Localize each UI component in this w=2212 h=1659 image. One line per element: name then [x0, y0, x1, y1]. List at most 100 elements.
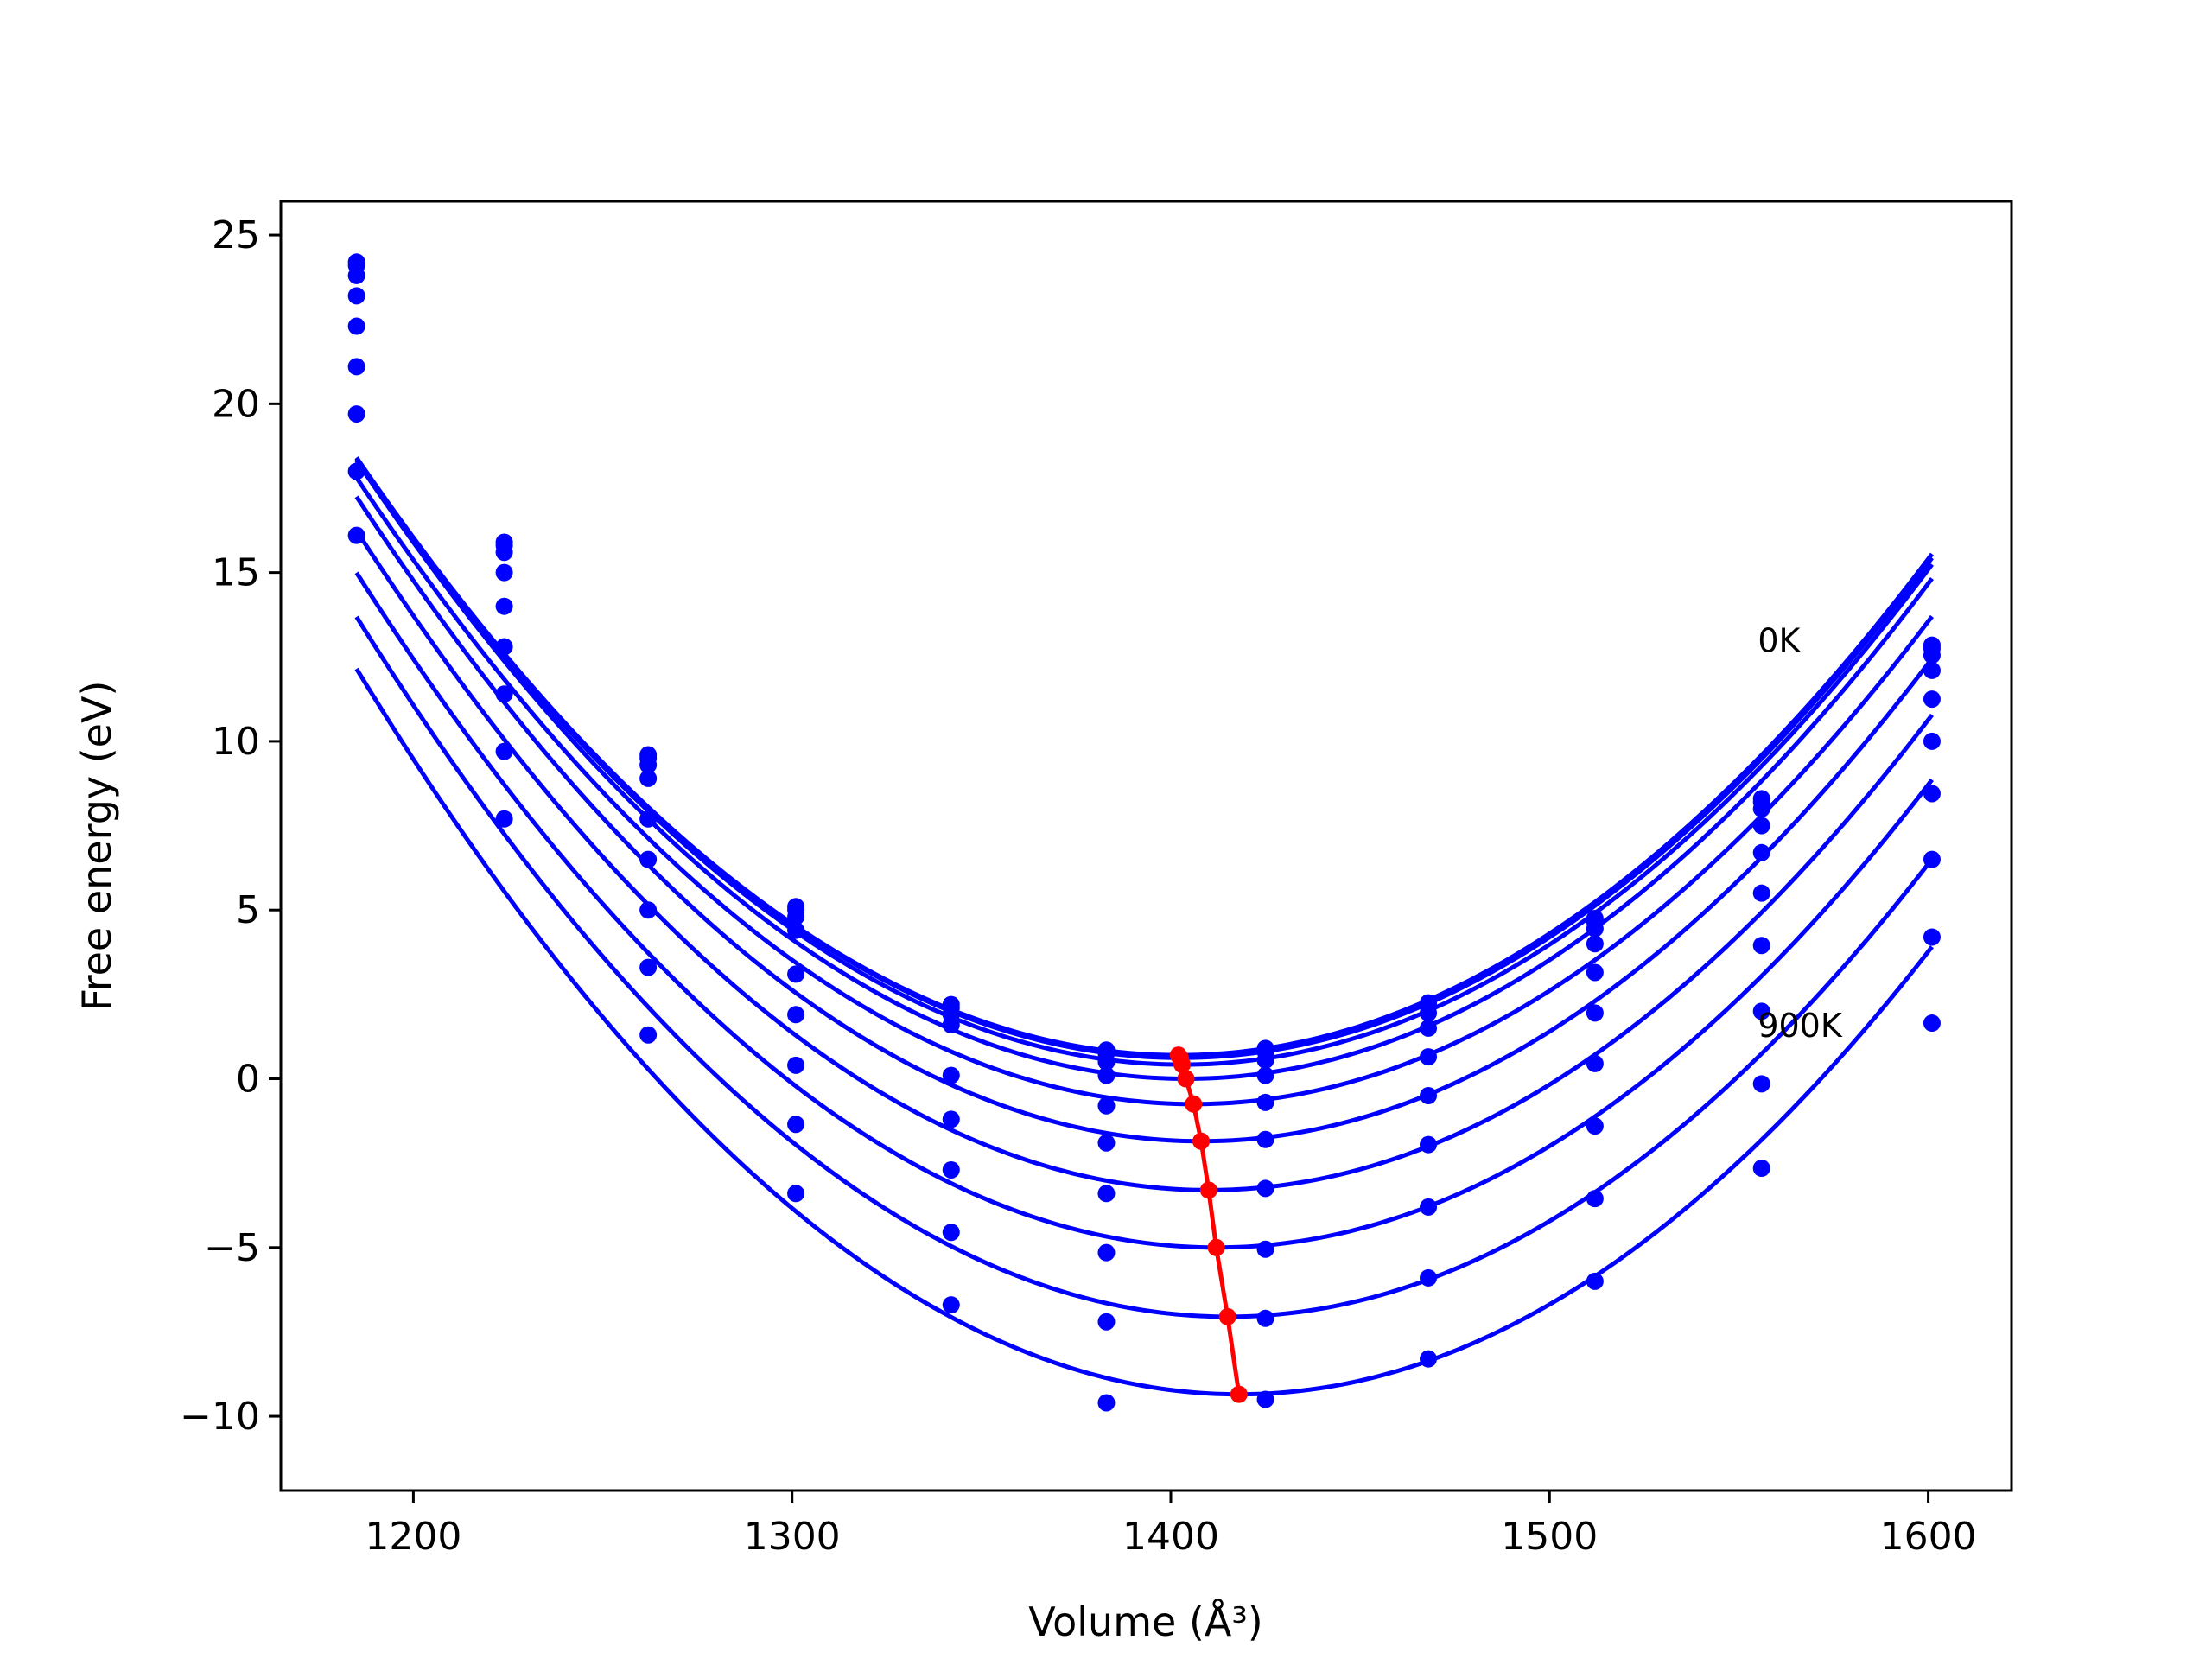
- data-point: [639, 901, 658, 919]
- data-point: [942, 1224, 960, 1242]
- data-point: [1923, 646, 1941, 664]
- fit-curve-6: [354, 529, 1934, 1192]
- fit-curve-2: [354, 457, 1934, 1067]
- data-point: [347, 358, 365, 376]
- data-point: [347, 526, 365, 544]
- minimum-point: [1218, 1307, 1236, 1325]
- data-point: [347, 287, 365, 305]
- y-tick-label: 10: [212, 720, 260, 764]
- fit-curve-1: [354, 456, 1934, 1060]
- data-point: [495, 563, 513, 582]
- data-point: [1923, 1014, 1941, 1033]
- data-point: [1752, 1002, 1770, 1020]
- data-point: [1586, 963, 1604, 982]
- data-point: [1256, 1309, 1274, 1327]
- data-point: [1752, 843, 1770, 861]
- data-point: [495, 543, 513, 562]
- data-point: [1097, 1066, 1116, 1084]
- minimum-point: [1177, 1070, 1195, 1088]
- plot-frame: [279, 200, 2013, 1492]
- data-point: [347, 462, 365, 480]
- data-point: [1752, 937, 1770, 955]
- x-tick-label: 1400: [1122, 1515, 1219, 1559]
- data-point: [1420, 1198, 1438, 1216]
- y-axis-title: Free energy (eV): [73, 681, 120, 1012]
- y-axis: −10 −5 0 5 10 15 20 25: [180, 213, 281, 1439]
- data-point: [942, 1160, 960, 1179]
- data-point: [639, 1026, 658, 1044]
- annotations: 0K 900K: [1758, 622, 1843, 1045]
- data-point: [1752, 884, 1770, 902]
- data-point: [495, 742, 513, 760]
- data-point: [942, 1296, 960, 1314]
- minima-layer: [1169, 1046, 1248, 1403]
- data-point: [787, 1185, 805, 1203]
- fit-curve-4: [354, 476, 1934, 1107]
- data-point: [942, 1066, 960, 1084]
- data-point: [347, 405, 365, 423]
- data-point: [1923, 785, 1941, 803]
- y-tick-label: 5: [236, 888, 260, 932]
- data-point: [1256, 1093, 1274, 1111]
- data-point: [1923, 928, 1941, 946]
- data-point: [942, 1110, 960, 1128]
- temperature-annotation: 900K: [1758, 1007, 1843, 1045]
- data-point: [1420, 1350, 1438, 1368]
- data-point: [787, 908, 805, 926]
- series-layer: [347, 253, 1941, 1412]
- x-axis-title: Volume (Å³): [1028, 1599, 1263, 1645]
- data-point: [1097, 1243, 1116, 1262]
- data-point: [1097, 1096, 1116, 1115]
- data-point: [1097, 1313, 1116, 1331]
- minimum-point: [1199, 1181, 1217, 1199]
- data-point: [1097, 1185, 1116, 1203]
- data-point: [639, 769, 658, 787]
- fit-curve-8: [354, 615, 1934, 1319]
- x-axis: 1200 1300 1400 1500 1600: [365, 1491, 1977, 1559]
- data-point: [495, 597, 513, 615]
- data-point: [1256, 1052, 1274, 1070]
- data-point: [495, 810, 513, 828]
- minimum-point: [1230, 1385, 1248, 1403]
- data-point: [1420, 1004, 1438, 1022]
- data-point: [1097, 1394, 1116, 1412]
- y-tick-label: 25: [212, 213, 260, 257]
- data-point: [495, 638, 513, 656]
- y-tick-label: 15: [212, 551, 260, 595]
- data-point: [1752, 1075, 1770, 1093]
- data-point: [639, 756, 658, 774]
- data-point: [1420, 1135, 1438, 1154]
- temperature-annotation: 0K: [1758, 622, 1801, 660]
- data-point: [787, 965, 805, 983]
- data-point: [639, 850, 658, 868]
- y-tick-label: −5: [204, 1226, 260, 1270]
- data-point: [1256, 1240, 1274, 1258]
- x-tick-label: 1600: [1880, 1515, 1977, 1559]
- minimum-point: [1185, 1095, 1203, 1113]
- data-point: [1420, 1087, 1438, 1105]
- data-point: [495, 685, 513, 703]
- data-point: [347, 317, 365, 335]
- data-point: [787, 1006, 805, 1024]
- data-point: [787, 1056, 805, 1074]
- data-point: [1586, 1272, 1604, 1290]
- minimum-point: [1192, 1132, 1211, 1150]
- data-point: [1586, 1190, 1604, 1208]
- y-tick-label: 0: [236, 1057, 260, 1101]
- minimum-point: [1173, 1056, 1192, 1074]
- data-point: [1586, 1117, 1604, 1135]
- data-point: [1097, 1052, 1116, 1071]
- data-point: [1420, 1019, 1438, 1037]
- data-point: [1586, 1004, 1604, 1022]
- minimum-point: [1207, 1238, 1225, 1256]
- data-point: [1256, 1390, 1274, 1408]
- fit-curve-9: [354, 667, 1934, 1397]
- data-point: [1586, 935, 1604, 953]
- x-tick-label: 1200: [365, 1515, 461, 1559]
- data-point: [639, 810, 658, 828]
- data-point: [347, 266, 365, 284]
- x-tick-label: 1300: [744, 1515, 841, 1559]
- data-point: [1256, 1066, 1274, 1084]
- data-point: [639, 958, 658, 976]
